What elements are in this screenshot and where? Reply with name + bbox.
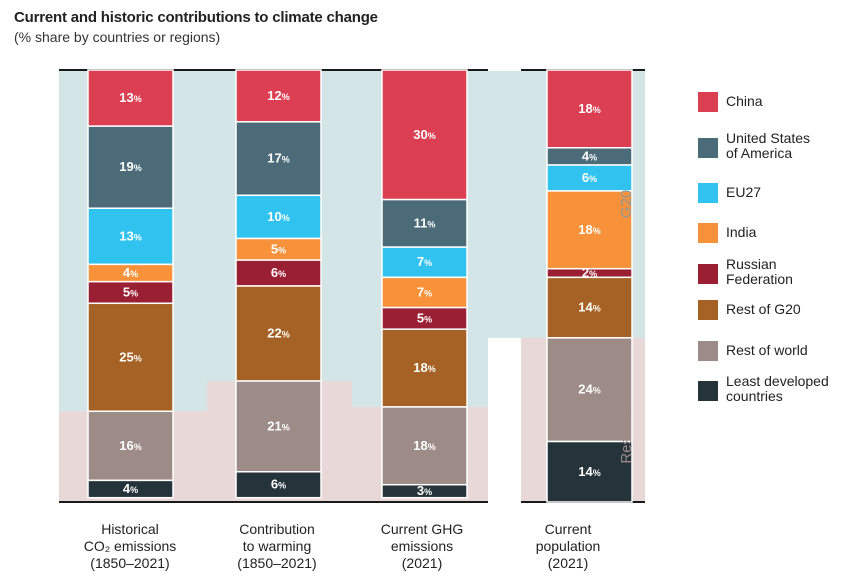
x-axis-label-line: (1850–2021) <box>237 555 317 571</box>
bar-segment <box>235 471 322 499</box>
bar-segment <box>235 194 322 240</box>
data-label: 5% <box>271 241 286 256</box>
g20-band-gap-top <box>488 68 521 338</box>
x-axis-label-current-population: Current population (2021) <box>498 521 638 572</box>
data-label: 24% <box>578 382 600 397</box>
x-axis-label-current-ghg: Current GHG emissions (2021) <box>352 521 492 572</box>
legend-swatch <box>698 264 718 284</box>
x-axis-label-line: Contribution <box>239 521 315 537</box>
data-label: 18% <box>413 438 435 453</box>
data-label: 17% <box>267 151 289 166</box>
data-label: 10% <box>267 209 289 224</box>
x-axis-label-historical-co2: Historical CO₂ emissions (1850–2021) <box>60 521 200 572</box>
data-label: 6% <box>271 265 286 280</box>
bar-segment <box>381 69 468 201</box>
legend-swatch <box>698 341 718 361</box>
legend-swatch <box>698 381 718 401</box>
bar-segment <box>235 380 322 473</box>
bar-segment <box>381 246 468 279</box>
bar-segment <box>87 479 174 499</box>
legend-label: EU27 <box>726 184 762 200</box>
data-label: 30% <box>413 127 435 142</box>
x-axis-label-line: CO₂ emissions <box>83 538 177 554</box>
legend-label: Rest of G20 <box>726 301 801 317</box>
bar-segment <box>87 125 174 209</box>
data-label: 3% <box>417 483 432 498</box>
bar-segment <box>546 190 633 270</box>
data-label: 4% <box>123 481 138 496</box>
legend-swatch <box>698 223 718 243</box>
x-axis-label-line: Current <box>544 521 592 537</box>
bar-segment <box>546 276 633 339</box>
x-axis-label-line: emissions <box>390 538 454 554</box>
bar-segment <box>87 410 174 482</box>
legend-label: Rest of world <box>726 342 808 358</box>
data-label: 22% <box>267 326 289 341</box>
data-label: 16% <box>119 438 141 453</box>
data-label: 14% <box>578 464 600 479</box>
data-label: 25% <box>119 349 141 364</box>
legend-label: India <box>726 224 757 240</box>
x-axis-label-line: (2021) <box>401 555 443 571</box>
bar-segment <box>87 302 174 413</box>
rest-of-world-group-label: Rest of world <box>618 376 635 464</box>
data-label: 21% <box>267 418 289 433</box>
top-rule-gap <box>488 68 521 71</box>
data-label: 5% <box>123 284 138 299</box>
data-label: 4% <box>123 265 138 280</box>
bar-segment <box>235 259 322 287</box>
legend-label: United States of America <box>726 130 811 161</box>
bar-segment <box>381 198 468 248</box>
data-label: 13% <box>119 228 141 243</box>
data-label: 14% <box>578 300 600 315</box>
bar-segment <box>381 483 468 499</box>
bar-segment <box>235 69 322 123</box>
data-label: 18% <box>578 222 600 237</box>
legend-label: China <box>726 93 763 109</box>
bar-segment <box>546 337 633 443</box>
x-axis-label-line: Historical <box>101 521 159 537</box>
bar-segment <box>235 285 322 382</box>
bar-segment <box>381 328 468 408</box>
x-axis-label-contribution-to-warming: Contribution to warming (1850–2021) <box>207 521 347 572</box>
data-label: 18% <box>578 101 600 116</box>
legend-swatch <box>698 92 718 112</box>
data-label: 11% <box>414 215 436 230</box>
data-label: 13% <box>119 90 141 105</box>
data-label: 6% <box>582 170 597 185</box>
legend-swatch <box>698 138 718 158</box>
x-axis-label-line: population <box>535 538 601 554</box>
bar-segment <box>546 69 633 149</box>
bar-segment <box>546 440 633 503</box>
legend-swatch <box>698 183 718 203</box>
g20-group-label: G20 <box>618 190 635 218</box>
legend-swatch <box>698 300 718 320</box>
data-label: 12% <box>267 88 289 103</box>
data-label: 7% <box>417 284 432 299</box>
chart-title: Current and historic contributions to cl… <box>14 9 378 26</box>
x-axis-label-line: (1850–2021) <box>90 555 170 571</box>
x-axis-label-line: to warming <box>242 538 312 554</box>
data-label: 19% <box>119 159 141 174</box>
legend-label: Russian Federation <box>726 256 793 287</box>
chart-subtitle: (% share by countries or regions) <box>14 29 221 45</box>
data-label: 6% <box>271 477 286 492</box>
bar-segment <box>235 121 322 197</box>
data-label: 18% <box>413 360 435 375</box>
x-axis-label-line: Current GHG <box>380 521 464 537</box>
data-label: 5% <box>417 310 432 325</box>
bar-segment <box>87 207 174 266</box>
data-label: 4% <box>582 148 597 163</box>
x-axis-label-line: (2021) <box>547 555 589 571</box>
data-label: 7% <box>417 254 432 269</box>
data-label: 2% <box>582 265 597 280</box>
band-gap <box>488 337 521 504</box>
legend-label: Least developed countries <box>726 373 829 404</box>
